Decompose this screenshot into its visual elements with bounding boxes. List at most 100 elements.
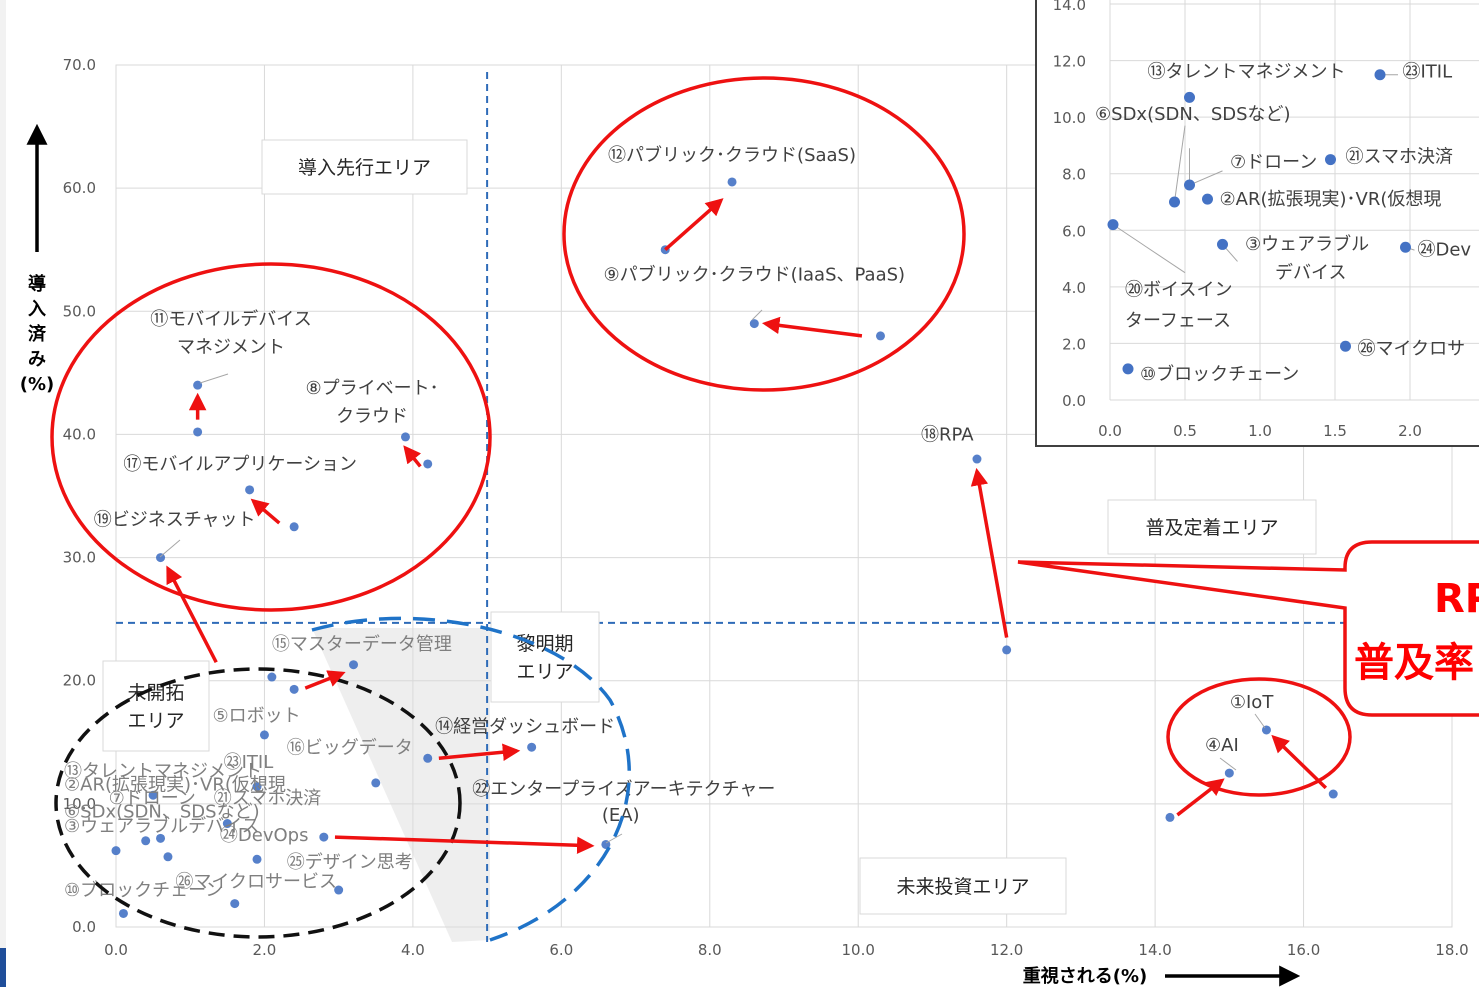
- inset-y-tick-label: 2.0: [1062, 335, 1086, 353]
- leader-line: [199, 373, 229, 384]
- inset-data-point: [1340, 340, 1351, 352]
- inset-point-label: ㉖マイクロサ: [1358, 339, 1466, 360]
- change-arrow: [438, 743, 521, 761]
- inset-point-label: ②AR(拡張現実)･VR(仮想現: [1220, 189, 1442, 210]
- shaded-region: [312, 628, 490, 942]
- point-label: ③ウェアラブルデバイス: [64, 815, 260, 837]
- area-future-text: 未来投資エリア: [896, 876, 1029, 898]
- area-pioneer-box: [261, 139, 468, 195]
- data-point: [252, 854, 262, 864]
- data-point: [371, 778, 381, 788]
- data-point: [1224, 768, 1234, 778]
- inset-point-label: ⑥SDx(SDN、SDSなど): [1095, 104, 1291, 125]
- data-point: [259, 730, 269, 740]
- point-label: ⑱RPA: [921, 425, 974, 446]
- point-label: ㉔DevOps: [220, 825, 309, 846]
- data-point: [252, 782, 262, 792]
- point-label: (EA): [602, 805, 640, 826]
- leader-line: [159, 539, 181, 558]
- inset-y-tick-label: 12.0: [1053, 53, 1086, 71]
- data-points: [111, 177, 1338, 918]
- y-axis-title-char: 導: [28, 273, 46, 295]
- inset-y-tick-label: 0.0: [1062, 392, 1086, 410]
- left-edge-strip: [0, 0, 6, 987]
- inset-data-point: [1202, 193, 1213, 205]
- area-future-box: [859, 857, 1067, 915]
- inset-data-point: [1169, 196, 1180, 208]
- area-dawn-text: 黎明期: [516, 633, 573, 655]
- x-tick-label: 10.0: [842, 941, 875, 959]
- y-axis-title-char: 入: [28, 299, 46, 320]
- inset-point-label: ③ウェアラブル: [1245, 233, 1369, 255]
- point-label: ⑨パブリック･クラウド(IaaS、PaaS): [604, 264, 906, 286]
- data-point: [148, 790, 158, 800]
- area-established-box: [1107, 499, 1317, 555]
- left-edge-logo-sliver: [0, 948, 6, 987]
- x-axis-title: 重視される(%): [1023, 965, 1148, 987]
- y-tick-label: 30.0: [63, 549, 96, 567]
- change-arrow: [761, 316, 863, 338]
- callout-line-2: 普及率: [1354, 640, 1474, 686]
- inset-data-point: [1184, 179, 1195, 191]
- data-point: [423, 753, 433, 763]
- y-axis-title-char: み: [28, 349, 46, 370]
- inset-point-label: ⑳ボイスイン: [1125, 279, 1232, 300]
- x-tick-label: 8.0: [698, 941, 722, 959]
- leader-line: [1219, 757, 1237, 771]
- change-arrow: [250, 498, 281, 525]
- x-tick-label: 0.0: [104, 941, 128, 959]
- change-arrows: [166, 198, 1328, 854]
- inset-data-point: [1217, 238, 1228, 250]
- inset-point-label: ⑦ドローン: [1230, 152, 1317, 173]
- change-arrow: [166, 565, 218, 664]
- data-point: [163, 852, 173, 862]
- inset-point-label: ㉓ITIL: [1403, 62, 1453, 83]
- data-point: [1002, 645, 1012, 655]
- data-point: [267, 672, 277, 682]
- point-label: ⑬タレントマネジメント: [64, 761, 262, 782]
- change-arrow: [334, 835, 595, 854]
- point-label: ⑦ドローン ㉑スマホ決済: [109, 788, 322, 809]
- callout-line-1: RP: [1434, 576, 1479, 622]
- inset-point-label: ㉑スマホ決済: [1346, 146, 1453, 167]
- arc-dawn: [311, 616, 631, 942]
- point-label: ㉒エンタープライズアーキテクチャー: [472, 779, 775, 800]
- inset-y-tick-label: 6.0: [1062, 222, 1086, 240]
- inset-data-point: [1122, 363, 1134, 375]
- x-tick-label: 2.0: [253, 941, 277, 959]
- area-pioneer-text: 導入先行エリア: [298, 157, 431, 179]
- y-axis-title-char: 済: [28, 323, 47, 345]
- inset-y-tick-label: 10.0: [1053, 109, 1086, 127]
- point-labels: ⑫パブリック･クラウド(SaaS) ⑨パブリック･クラウド(IaaS、PaaS) ⑪…: [64, 144, 1274, 901]
- data-point: [289, 522, 299, 532]
- data-point: [141, 836, 151, 846]
- data-point: [245, 485, 255, 495]
- point-label: ⑥SDx(SDN、SDSなど): [64, 801, 260, 822]
- area-future: 未来投資エリア: [859, 857, 1067, 915]
- data-point: [334, 885, 344, 895]
- point-label: ⑩ブロックチェーン: [64, 879, 223, 901]
- threshold-lines: [116, 72, 1452, 942]
- ellipse-public-cloud: [562, 76, 966, 392]
- y-tick-label: 40.0: [63, 425, 96, 443]
- data-point: [527, 742, 537, 752]
- data-point: [111, 846, 121, 856]
- point-label: ⑮マスターデータ管理: [272, 634, 452, 655]
- area-unexplored-text: エリア: [127, 710, 184, 732]
- x-tick-label: 6.0: [549, 941, 573, 959]
- data-point: [193, 380, 203, 390]
- point-label: ⑧プライベート･: [305, 378, 438, 399]
- y-tick-label: 0.0: [72, 918, 96, 936]
- x-tick-label: 18.0: [1435, 941, 1468, 959]
- change-arrow: [664, 198, 724, 252]
- inset-leader-line: [1112, 224, 1186, 274]
- area-established-text: 普及定着エリア: [1145, 517, 1278, 539]
- data-point: [289, 684, 299, 694]
- point-label: ⑪モバイルデバイス: [150, 309, 311, 330]
- point-label: ㉓ITIL: [224, 752, 274, 773]
- data-point: [972, 454, 982, 464]
- data-point: [1261, 725, 1271, 735]
- leader-line: [751, 309, 763, 321]
